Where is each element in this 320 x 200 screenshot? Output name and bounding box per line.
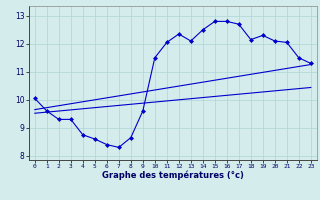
X-axis label: Graphe des températures (°c): Graphe des températures (°c) bbox=[102, 171, 244, 180]
